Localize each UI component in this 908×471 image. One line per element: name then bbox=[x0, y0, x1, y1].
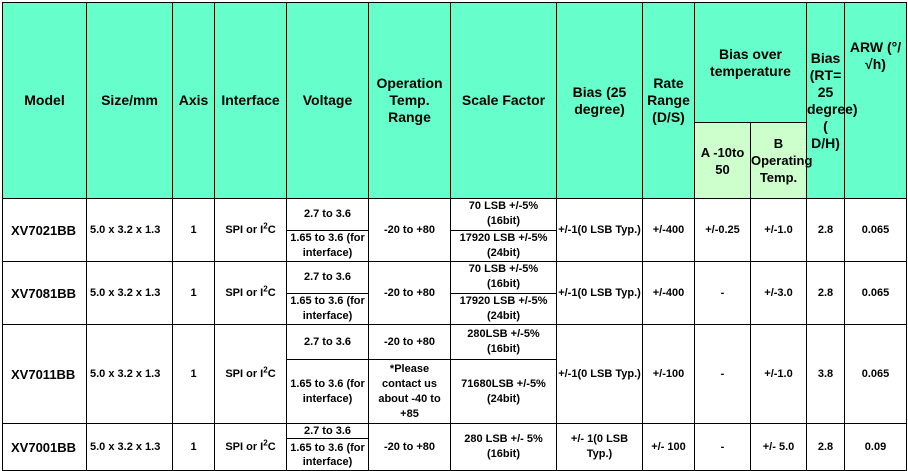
interface-cell: SPI or I2C bbox=[214, 423, 287, 471]
header-rate-range: Rate Range (D/S) bbox=[642, 2, 695, 199]
bias-b-cell: +/-3.0 bbox=[750, 261, 807, 325]
model-cell: XV7011BB bbox=[2, 324, 87, 424]
model-cell: XV7001BB bbox=[2, 423, 87, 471]
bias-rt-cell: 2.8 bbox=[806, 423, 845, 471]
header-scale-factor: Scale Factor bbox=[450, 2, 557, 199]
voltage-bottom: 1.65 to 3.6 (for interface) bbox=[287, 359, 368, 423]
header-bias: Bias (25 degree) bbox=[556, 2, 643, 199]
rate-cell: +/-400 bbox=[642, 198, 695, 262]
interface-superscript: 2 bbox=[263, 437, 268, 447]
interface-cell: SPI or I2C bbox=[214, 261, 287, 325]
scale-cell: 280 LSB +/- 5% (16bit) bbox=[450, 423, 557, 471]
interface-superscript: 2 bbox=[263, 364, 268, 374]
bias-cell: +/-1(0 LSB Typ.) bbox=[556, 261, 643, 325]
voltage-cell: 2.7 to 3.6 1.65 to 3.6 (for interface) bbox=[286, 423, 369, 471]
bias-a-cell: - bbox=[694, 261, 751, 325]
interface-cell: SPI or I2C bbox=[214, 324, 287, 424]
table-row: XV7021BB 5.0 x 3.2 x 1.3 1 SPI or I2C 2.… bbox=[2, 198, 907, 262]
model-cell: XV7081BB bbox=[2, 261, 87, 325]
header-bias-a: A -10to 50 bbox=[694, 122, 751, 199]
header-bias-rt: Bias (RT= 25 degree)( D/H) bbox=[806, 2, 858, 199]
op-temp-top: -20 to +80 bbox=[383, 335, 436, 348]
header-axis: Axis bbox=[172, 2, 215, 199]
op-temp-cell: -20 to +80 bbox=[368, 198, 451, 262]
voltage-top: 2.7 to 3.6 bbox=[303, 207, 352, 220]
axis-cell: 1 bbox=[172, 423, 215, 471]
bias-cell: +/-1(0 LSB Typ.) bbox=[556, 198, 643, 262]
interface-text-end: C bbox=[267, 367, 276, 380]
bias-a-cell: - bbox=[694, 324, 751, 424]
interface-superscript: 2 bbox=[263, 283, 268, 293]
op-temp-cell: -20 to +80 bbox=[368, 423, 451, 471]
table-row: XV7081BB 5.0 x 3.2 x 1.3 1 SPI or I2C 2.… bbox=[2, 261, 907, 325]
bias-a-cell: - bbox=[694, 423, 751, 471]
interface-text-end: C bbox=[267, 223, 276, 236]
header-interface: Interface bbox=[214, 2, 287, 199]
scale-cell: 70 LSB +/-5% (16bit) 17920 LSB +/-5% (24b… bbox=[450, 198, 557, 262]
voltage-bottom: 1.65 to 3.6 (for interface) bbox=[287, 229, 368, 262]
voltage-top: 2.7 to 3.6 bbox=[303, 425, 352, 437]
rate-cell: +/- 100 bbox=[642, 423, 695, 471]
size-cell: 5.0 x 3.2 x 1.3 bbox=[86, 324, 173, 424]
scale-cell: 70 LSB +/-5% (16bit) 17920 LSB +/-5% (24b… bbox=[450, 261, 557, 325]
voltage-cell: 2.7 to 3.6 1.65 to 3.6 (for interface) bbox=[286, 324, 369, 424]
axis-cell: 1 bbox=[172, 324, 215, 424]
interface-text: SPI or I bbox=[225, 223, 264, 236]
voltage-top: 2.7 to 3.6 bbox=[303, 335, 352, 348]
voltage-bottom: 1.65 to 3.6 (for interface) bbox=[287, 438, 368, 470]
size-cell: 5.0 x 3.2 x 1.3 bbox=[86, 423, 173, 471]
interface-text-end: C bbox=[267, 286, 276, 299]
voltage-cell: 2.7 to 3.6 1.65 to 3.6 (for interface) bbox=[286, 198, 369, 262]
table-row: XV7011BB 5.0 x 3.2 x 1.3 1 SPI or I2C 2.… bbox=[2, 324, 907, 424]
arw-cell: 0.065 bbox=[844, 324, 907, 424]
scale-cell: 280LSB +/-5% (16bit) 71680LSB +/-5% (24bi… bbox=[450, 324, 557, 424]
header-bias-b: B Operating Temp. bbox=[750, 122, 812, 199]
scale-bottom: 17920 LSB +/-5% (24bit) bbox=[451, 229, 556, 262]
interface-text: SPI or I bbox=[225, 286, 264, 299]
bias-b-cell: +/- 5.0 bbox=[750, 423, 807, 471]
interface-text: SPI or I bbox=[225, 440, 264, 453]
interface-text: SPI or I bbox=[225, 367, 264, 380]
axis-cell: 1 bbox=[172, 198, 215, 262]
bias-b-cell: +/-1.0 bbox=[750, 198, 807, 262]
size-cell: 5.0 x 3.2 x 1.3 bbox=[86, 261, 173, 325]
bias-b-cell: +/-1.0 bbox=[750, 324, 807, 424]
bias-rt-cell: 3.8 bbox=[806, 324, 845, 424]
header-bias-over-temp: Bias over temperature bbox=[694, 2, 807, 123]
scale-bottom: 17920 LSB +/-5% (24bit) bbox=[451, 292, 556, 325]
interface-cell: SPI or I2C bbox=[214, 198, 287, 262]
voltage-bottom: 1.65 to 3.6 (for interface) bbox=[287, 292, 368, 325]
bias-cell: +/- 1(0 LSB Typ.) bbox=[556, 423, 643, 471]
axis-cell: 1 bbox=[172, 261, 215, 325]
scale-top: 70 LSB +/-5% (16bit) bbox=[468, 263, 539, 291]
size-cell: 5.0 x 3.2 x 1.3 bbox=[86, 198, 173, 262]
rate-cell: +/-400 bbox=[642, 261, 695, 325]
bias-rt-cell: 2.8 bbox=[806, 261, 845, 325]
interface-text-end: C bbox=[267, 440, 276, 453]
op-temp-cell: -20 to +80 *Please contact us about -40 t… bbox=[368, 324, 451, 424]
scale-bottom: 71680LSB +/-5% (24bit) bbox=[451, 359, 556, 423]
header-size: Size/mm bbox=[86, 2, 173, 199]
header-op-temp: Operation Temp. Range bbox=[368, 2, 451, 199]
header-arw: ARW (°/√h) bbox=[844, 2, 907, 199]
model-cell: XV7021BB bbox=[2, 198, 87, 262]
bias-cell: +/-1(0 LSB Typ.) bbox=[556, 324, 643, 424]
scale-top: 280LSB +/-5% (16bit) bbox=[467, 328, 540, 355]
voltage-top: 2.7 to 3.6 bbox=[303, 270, 352, 283]
scale-top: 70 LSB +/-5% (16bit) bbox=[468, 200, 539, 228]
arw-cell: 0.09 bbox=[844, 423, 907, 471]
bias-rt-cell: 2.8 bbox=[806, 198, 845, 262]
bias-a-cell: +/-0.25 bbox=[694, 198, 751, 262]
interface-superscript: 2 bbox=[263, 220, 268, 230]
rate-cell: +/-100 bbox=[642, 324, 695, 424]
voltage-cell: 2.7 to 3.6 1.65 to 3.6 (for interface) bbox=[286, 261, 369, 325]
op-temp-bottom: *Please contact us about -40 to +85 bbox=[369, 359, 450, 423]
header-model: Model bbox=[2, 2, 87, 199]
arw-cell: 0.065 bbox=[844, 198, 907, 262]
table-row: XV7001BB 5.0 x 3.2 x 1.3 1 SPI or I2C 2.… bbox=[2, 423, 907, 471]
header-voltage: Voltage bbox=[286, 2, 369, 199]
op-temp-cell: -20 to +80 bbox=[368, 261, 451, 325]
arw-cell: 0.065 bbox=[844, 261, 907, 325]
